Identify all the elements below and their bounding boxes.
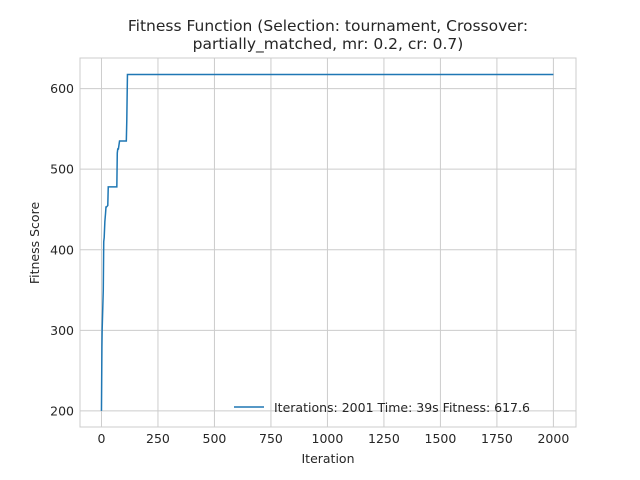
x-tick-label: 0 <box>97 431 105 446</box>
x-tick-label: 500 <box>203 431 227 446</box>
y-tick-labels: 200 300 400 500 600 <box>50 81 74 418</box>
x-tick-label: 1500 <box>425 431 457 446</box>
x-tick-label: 250 <box>146 431 170 446</box>
y-tick-label: 200 <box>50 403 74 418</box>
x-tick-label: 2000 <box>537 431 569 446</box>
x-tick-label: 1000 <box>312 431 344 446</box>
x-tick-labels: 0 250 500 750 1000 1250 1500 1750 2000 <box>97 431 569 446</box>
legend: Iterations: 2001 Time: 39s Fitness: 617.… <box>234 400 530 415</box>
y-tick-label: 500 <box>50 162 74 177</box>
y-tick-label: 600 <box>50 81 74 96</box>
legend-label: Iterations: 2001 Time: 39s Fitness: 617.… <box>274 400 530 415</box>
x-tick-label: 1250 <box>368 431 400 446</box>
x-axis-label: Iteration <box>301 451 354 466</box>
x-tick-label: 1750 <box>481 431 513 446</box>
plot-area <box>80 58 576 427</box>
y-tick-label: 400 <box>50 242 74 257</box>
x-tick-label: 750 <box>259 431 283 446</box>
plot-frame <box>79 57 577 428</box>
y-tick-label: 300 <box>50 323 74 338</box>
chart-title-line-2: partially_matched, mr: 0.2, cr: 0.7) <box>193 35 464 54</box>
fitness-series-line <box>100 73 554 411</box>
grid <box>80 58 576 427</box>
chart-title-line-1: Fitness Function (Selection: tournament,… <box>128 17 528 35</box>
y-axis-label: Fitness Score <box>27 202 42 285</box>
